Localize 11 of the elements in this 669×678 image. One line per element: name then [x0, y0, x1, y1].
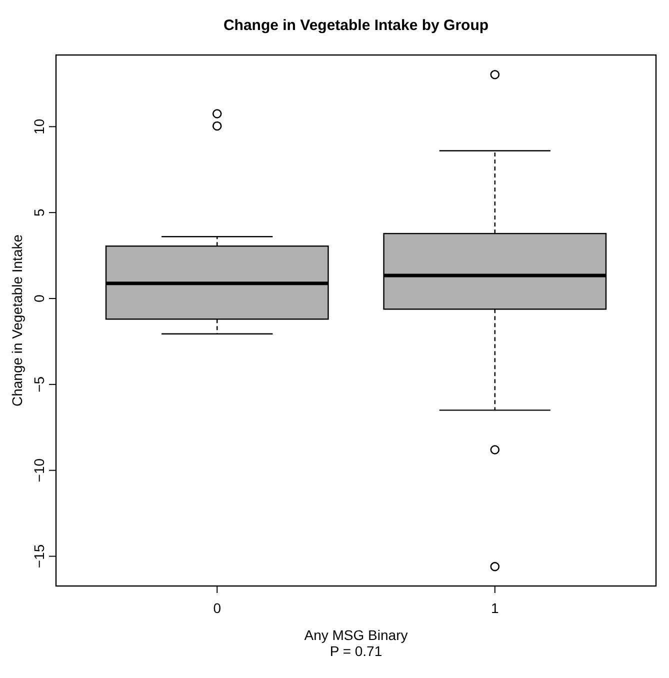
y-axis-title: Change in Vegetable Intake — [9, 234, 25, 407]
y-tick-label: 5 — [31, 208, 47, 216]
text: P = 0.71 — [330, 643, 382, 659]
x-axis-title: Any MSG Binary — [304, 627, 408, 643]
y-tick-label: −5 — [31, 376, 47, 392]
y-tick-label: 10 — [31, 118, 47, 134]
y-tick-label: −15 — [31, 544, 47, 568]
chart-title: Change in Vegetable Intake by Group — [223, 17, 489, 34]
x-tick-label: 1 — [490, 600, 499, 616]
y-tick-label: −10 — [31, 458, 47, 482]
y-tick-label: 0 — [31, 294, 47, 302]
